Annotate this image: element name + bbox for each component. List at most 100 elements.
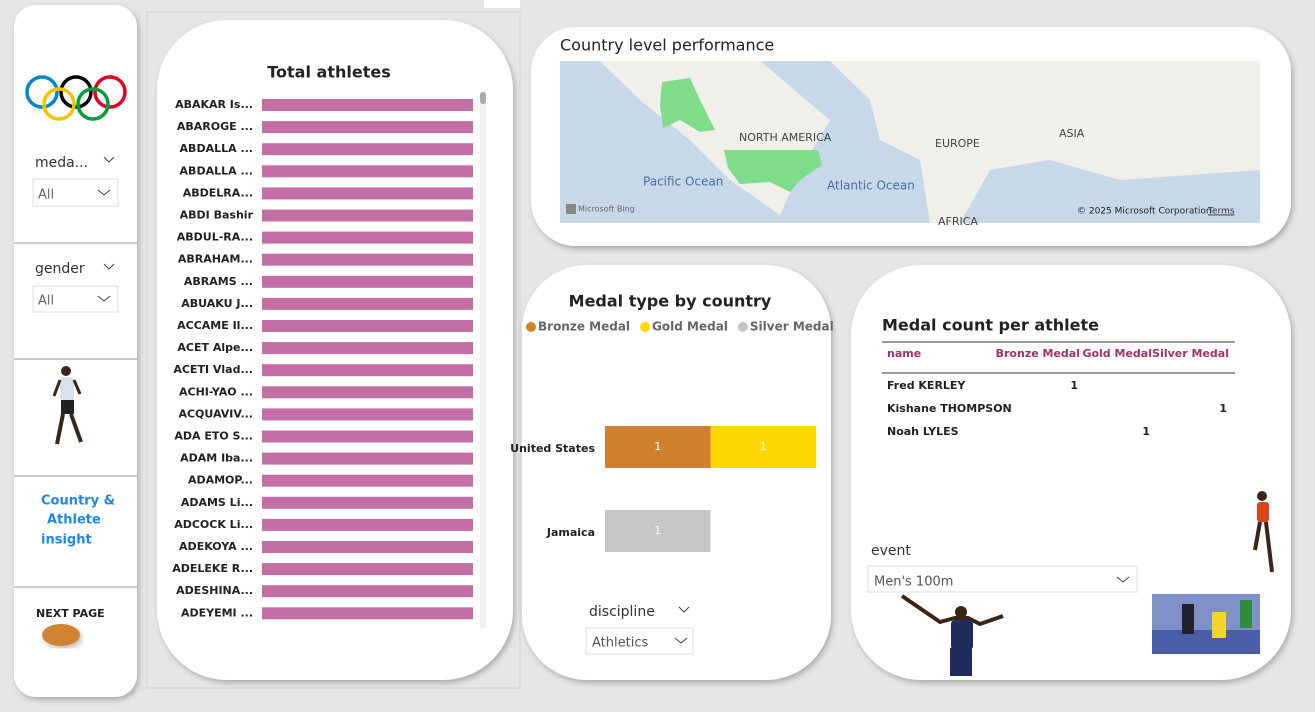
map-label: NORTH AMERICA — [739, 131, 832, 144]
cell-value: 1 — [1142, 425, 1150, 438]
map-copyright: © 2025 Microsoft Corporation — [1077, 207, 1212, 217]
chevron — [674, 637, 688, 644]
dropdown-value: All — [38, 294, 54, 309]
bar — [262, 452, 473, 465]
slicer-label: meda... — [35, 155, 88, 171]
map-label: Pacific Ocean — [643, 175, 723, 189]
nav-text: insight — [41, 533, 92, 548]
column-header: Silver Medal — [1152, 347, 1229, 360]
category-label: ADA ETO S... — [174, 430, 253, 443]
scrollbar[interactable] — [480, 91, 486, 629]
category-label: ABAKAR Is... — [175, 98, 253, 111]
next-page-label: NEXT PAGE — [36, 607, 105, 620]
category-label: ABRAHAM... — [178, 253, 253, 266]
finish-photo — [1152, 594, 1260, 654]
slicer-label: discipline — [589, 604, 655, 620]
dropdown[interactable] — [867, 565, 1138, 593]
table-title: Medal count per athlete — [882, 316, 1099, 335]
medal-chart: Bronze Medal Gold Medal Silver Medal United… — [510, 320, 834, 552]
slicer-label: gender — [35, 261, 85, 277]
bar — [262, 518, 473, 531]
bar — [262, 364, 473, 377]
bar — [262, 342, 473, 355]
bar — [262, 209, 473, 222]
dropdown-value: Men's 100m — [874, 575, 953, 590]
map-provider: Microsoft Bing — [578, 205, 635, 214]
cell-name: Fred KERLEY — [887, 379, 966, 392]
bar — [262, 320, 473, 332]
dropdown[interactable] — [585, 627, 694, 655]
chevron — [678, 606, 690, 613]
bar — [262, 275, 473, 288]
category-label: ADAM Iba... — [180, 452, 253, 465]
athlete-photo — [1253, 491, 1274, 573]
category-label: Jamaica — [546, 526, 595, 539]
bar-segment — [710, 426, 816, 468]
legend-swatch — [640, 322, 651, 332]
column-header: Bronze Medal — [996, 347, 1080, 360]
legend-label: Gold Medal — [652, 320, 728, 334]
medal-chart-card — [522, 265, 831, 680]
map-title: Country level performance — [560, 36, 774, 55]
cell-value: 1 — [1219, 402, 1227, 415]
chevron — [103, 156, 115, 163]
next-page-button[interactable] — [42, 624, 80, 646]
bar — [262, 99, 473, 111]
nav-text: Athlete — [47, 513, 101, 528]
cell-name: Noah LYLES — [887, 425, 959, 438]
bar — [262, 386, 473, 399]
chart-title: Medal type by country — [569, 292, 772, 311]
runner-image — [52, 366, 83, 445]
bar — [262, 496, 473, 509]
sidebar — [14, 5, 137, 697]
bar — [262, 563, 473, 576]
cell-value: 1 — [1070, 379, 1078, 392]
bar — [262, 585, 473, 598]
category-label: ABRAMS ... — [184, 275, 253, 288]
category-label: ADEYEMI ... — [181, 606, 253, 619]
bar — [262, 187, 473, 200]
category-label: ADAMOP... — [188, 474, 253, 487]
map — [560, 61, 1260, 223]
category-label: ACETI Vlad... — [173, 363, 253, 376]
cell-name: Kishane THOMPSON — [887, 402, 1012, 415]
dropdown[interactable] — [32, 285, 119, 313]
nav-text: Country & — [41, 494, 115, 509]
bar — [262, 607, 473, 620]
category-label: ABDUL-RA... — [177, 231, 253, 244]
data-label: 1 — [654, 440, 661, 453]
nav-link[interactable]: Country & Athlete insight — [41, 494, 115, 548]
data-label: 1 — [654, 524, 661, 537]
bar — [262, 143, 473, 156]
athletes-bars: ABAKAR Is... ABAROGE ... ABDALLA ... ABDALL… — [172, 98, 473, 620]
bar — [262, 541, 473, 553]
bar-segment — [605, 426, 711, 468]
bar — [262, 121, 473, 134]
bar — [262, 231, 473, 244]
athlete-photo — [900, 594, 1004, 676]
category-label: ADEKOYA ... — [179, 540, 253, 553]
bar-segment — [605, 510, 711, 552]
bar — [262, 253, 473, 266]
category-label: ACCAME Il... — [177, 319, 253, 332]
olympic-rings — [25, 75, 127, 121]
map-terms[interactable]: Terms — [1207, 207, 1235, 217]
map-label: Atlantic Ocean — [827, 179, 915, 193]
top-tab — [484, 0, 520, 8]
scroll-thumb[interactable] — [480, 92, 486, 104]
chevron — [103, 263, 115, 270]
bing-logo — [566, 204, 576, 214]
dropdown[interactable] — [32, 178, 119, 207]
dropdown-value: Athletics — [592, 636, 648, 651]
category-label: ABDI Bashir — [180, 209, 254, 222]
chevron — [1116, 576, 1130, 583]
map-label: AFRICA — [938, 215, 978, 228]
bar — [262, 297, 473, 310]
medal-table: name Bronze Medal Gold Medal Silver Medal Fr… — [887, 347, 1229, 438]
chevron — [97, 189, 111, 196]
bar — [262, 474, 473, 487]
map-label: EUROPE — [935, 137, 980, 150]
category-label: ACET Alpe... — [177, 341, 253, 354]
data-label: 1 — [760, 440, 767, 453]
dropdown-value: All — [38, 188, 54, 203]
